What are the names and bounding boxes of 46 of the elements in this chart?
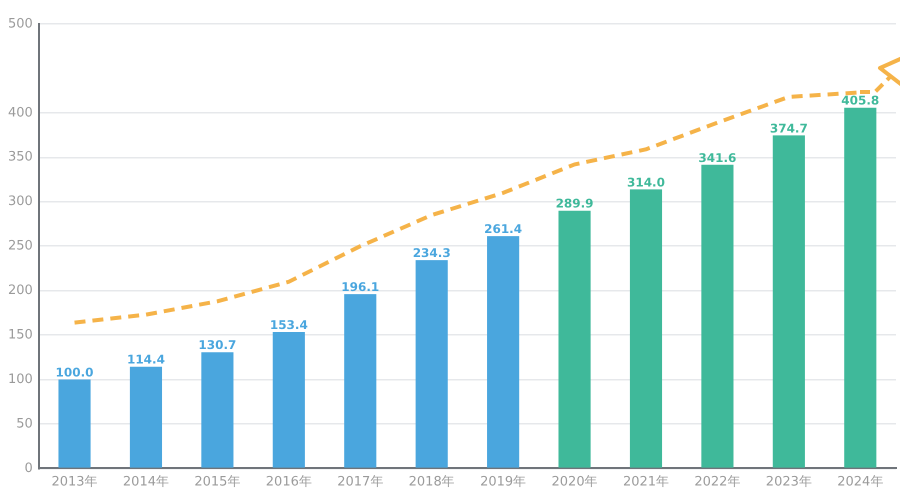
data-label: 374.7 (770, 121, 808, 136)
bar (772, 135, 805, 468)
data-label: 234.3 (412, 246, 451, 260)
y-tick-label: 50 (16, 416, 33, 432)
bar (130, 366, 162, 468)
data-label: 289.9 (556, 196, 594, 211)
bar (416, 260, 448, 468)
x-tick-label: 2024年 (837, 474, 884, 490)
x-tick-label: 2019年 (480, 474, 526, 490)
y-tick-label: 350 (8, 150, 33, 165)
data-label: 153.4 (270, 318, 308, 332)
x-tick-label: 2014年 (122, 474, 170, 490)
bar (630, 189, 662, 468)
y-tick-label: 100 (8, 372, 33, 387)
y-tick-label: 200 (8, 283, 33, 298)
x-tick-label: 2016年 (266, 474, 312, 490)
data-label: 114.4 (126, 352, 165, 367)
x-tick-label: 2020年 (552, 474, 598, 490)
bar (344, 294, 376, 468)
data-label: 314.0 (627, 175, 665, 190)
y-tick-label: 500 (8, 16, 33, 32)
bar (201, 352, 234, 468)
data-label: 405.8 (841, 94, 880, 108)
bar (272, 332, 305, 468)
x-tick-label: 2015年 (194, 474, 240, 490)
y-tick-label: 250 (8, 238, 33, 254)
x-tick-label: 2022年 (694, 474, 740, 490)
x-tick-label: 2013年 (51, 474, 98, 490)
data-label: 100.0 (56, 366, 94, 380)
y-tick-label: 150 (8, 327, 33, 342)
data-label: 130.7 (198, 338, 236, 352)
bar (558, 210, 591, 468)
bar (844, 108, 876, 468)
bar (701, 164, 734, 468)
data-label: 196.1 (341, 280, 380, 294)
x-tick-label: 2021年 (622, 474, 670, 490)
y-tick-label: 0 (24, 460, 33, 476)
data-label: 341.6 (698, 150, 736, 165)
x-tick-label: 2023年 (766, 474, 812, 490)
x-tick-label: 2018年 (408, 474, 455, 490)
data-label: 261.4 (484, 222, 522, 236)
y-tick-label: 400 (8, 105, 33, 120)
bar (58, 380, 91, 468)
y-tick-label: 300 (8, 194, 33, 210)
x-tick-label: 2017年 (337, 474, 384, 490)
bar (487, 236, 520, 468)
